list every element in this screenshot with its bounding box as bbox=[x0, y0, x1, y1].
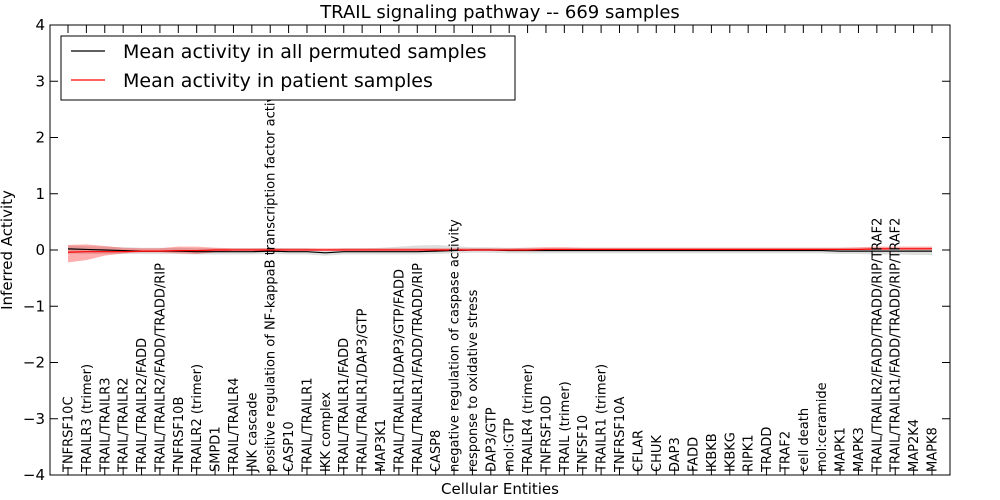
x-category-label: MAP2K4 bbox=[907, 419, 922, 472]
x-category-label: mol:ceramide bbox=[815, 382, 830, 472]
y-tick-label: 3 bbox=[35, 72, 45, 90]
x-category-label: TNFRSF10C bbox=[62, 396, 77, 473]
y-tick-label: −1 bbox=[23, 297, 45, 315]
x-category-label: TNFRSF10D bbox=[539, 396, 554, 473]
x-category-label: TRAIL/TRAILR3 bbox=[98, 377, 113, 473]
chart-title: TRAIL signaling pathway -- 669 samples bbox=[319, 2, 680, 23]
x-category-label: TRAILR1 (trimer) bbox=[595, 364, 610, 473]
x-category-label: CHUK bbox=[650, 435, 665, 472]
x-category-label: TRAIL/TRAILR1/DAP3/GTP bbox=[356, 308, 371, 473]
x-category-label: TRAIL/TRAILR4 bbox=[227, 377, 242, 473]
plot-area bbox=[67, 244, 932, 263]
x-category-label: mol:GTP bbox=[503, 418, 518, 472]
y-axis-ticks: 4 3 2 1 0 −1 −2 −3 −4 bbox=[23, 16, 950, 484]
x-category-label: TRAIL/TRAILR1/FADD bbox=[337, 338, 352, 473]
x-category-label: MAPK1 bbox=[834, 427, 849, 472]
x-category-label: TRAIL/TRAILR2/FADD bbox=[135, 338, 150, 473]
x-category-label: DAP3 bbox=[668, 437, 683, 472]
x-category-label: SMPD1 bbox=[209, 426, 224, 472]
x-category-label: MAPK3 bbox=[852, 427, 867, 472]
x-category-label: TRAIL/TRAILR1 bbox=[300, 377, 315, 473]
x-category-label: negative regulation of caspase activity bbox=[448, 219, 463, 472]
x-category-label: JNK cascade bbox=[245, 393, 260, 473]
x-category-label: IKK complex bbox=[319, 392, 334, 472]
x-category-label: response to oxidative stress bbox=[466, 289, 481, 472]
y-tick-label: 0 bbox=[35, 241, 45, 259]
x-category-label: RIPK1 bbox=[742, 434, 757, 472]
y-tick-label: −2 bbox=[23, 354, 45, 372]
y-tick-label: −4 bbox=[23, 466, 45, 484]
x-category-label: TRAF2 bbox=[778, 431, 793, 473]
x-category-label: TRAIL/TRAILR2 bbox=[117, 377, 132, 473]
x-category-label: TRAIL/TRAILR2/FADD/TRADD/RIP/TRAF2 bbox=[870, 218, 885, 473]
x-category-label: TRAIL (trimer) bbox=[558, 381, 573, 473]
x-axis-ticks bbox=[67, 25, 933, 475]
x-category-label: TRAIL/TRAILR1/DAP3/GTP/FADD bbox=[392, 269, 407, 473]
x-category-label: MAPK8 bbox=[926, 427, 941, 472]
x-category-label: TRAILR3 (trimer) bbox=[80, 364, 95, 473]
x-category-label: TNFSF10 bbox=[576, 415, 591, 473]
x-category-label: IKBKB bbox=[705, 433, 720, 472]
legend-label-patient: Mean activity in patient samples bbox=[123, 70, 433, 92]
x-category-label: TRAIL/TRAILR2/FADD/TRADD/RIP bbox=[153, 263, 168, 473]
x-category-label: TRAIL/TRAILR1/FADD/TRADD/RIP/TRAF2 bbox=[889, 218, 904, 473]
legend-box bbox=[60, 35, 516, 101]
x-category-label: TRAIL/TRAILR1/FADD/TRADD/RIP bbox=[411, 263, 426, 473]
x-category-label: cell death bbox=[797, 408, 812, 472]
y-tick-label: 2 bbox=[35, 129, 45, 147]
legend-label-permuted: Mean activity in all permuted samples bbox=[123, 41, 486, 63]
confidence-band-1 bbox=[68, 244, 932, 263]
legend: Mean activity in all permuted samples Me… bbox=[60, 35, 516, 101]
x-category-label: TRAILR2 (trimer) bbox=[190, 364, 205, 473]
x-category-label: TRADD bbox=[760, 427, 775, 473]
y-tick-label: −3 bbox=[23, 410, 45, 428]
x-category-label: TRAILR4 (trimer) bbox=[521, 364, 536, 473]
x-category-label: FADD bbox=[687, 437, 702, 472]
confidence-bands bbox=[68, 244, 932, 263]
x-category-label: CASP10 bbox=[282, 421, 297, 472]
x-category-label: MAP3K1 bbox=[374, 419, 389, 472]
x-axis-label: Cellular Entities bbox=[441, 480, 559, 498]
x-category-label: TNFRSF10A bbox=[613, 397, 628, 473]
x-category-label: CFLAR bbox=[631, 430, 646, 472]
y-tick-label: 4 bbox=[35, 16, 45, 34]
x-category-label: positive regulation of NF-kappaB transcr… bbox=[264, 78, 279, 472]
x-category-label: TNFRSF10B bbox=[172, 397, 187, 473]
y-tick-label: 1 bbox=[35, 185, 45, 203]
series-line-1 bbox=[67, 248, 932, 253]
series-lines bbox=[67, 248, 932, 254]
y-axis-label: Inferred Activity bbox=[0, 190, 16, 310]
x-axis-category-labels: TNFRSF10C TRAILR3 (trimer) TRAIL/TRAILR3 TR… bbox=[62, 78, 941, 473]
x-category-label: CASP8 bbox=[429, 430, 444, 472]
x-category-label: IKBKG bbox=[723, 432, 738, 472]
x-category-label: DAP3/GTP bbox=[484, 407, 499, 472]
